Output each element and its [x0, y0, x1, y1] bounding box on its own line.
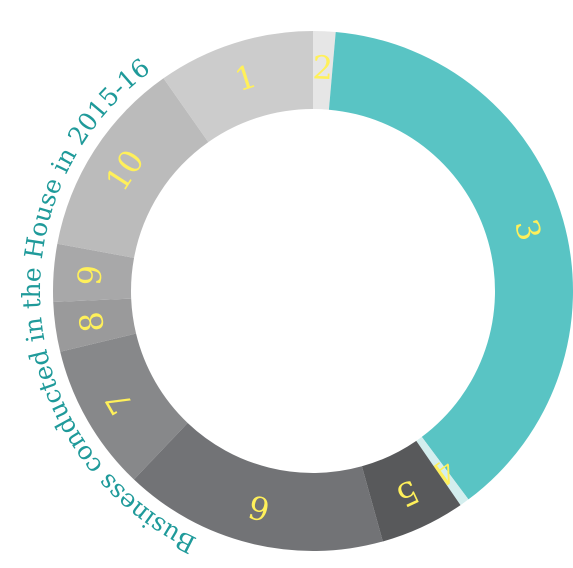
segment-label: 2 — [312, 48, 334, 87]
donut-segment — [57, 78, 209, 258]
segment-label: 9 — [70, 264, 109, 287]
donut-segment — [52, 243, 135, 302]
donut-segment — [328, 31, 573, 500]
donut-segment — [60, 333, 188, 480]
donut-segment — [361, 440, 461, 542]
donut-segment — [163, 31, 313, 143]
donut-segment — [133, 422, 383, 551]
donut-segment — [53, 298, 137, 352]
donut-segment — [416, 436, 469, 506]
donut-segment — [313, 31, 336, 110]
